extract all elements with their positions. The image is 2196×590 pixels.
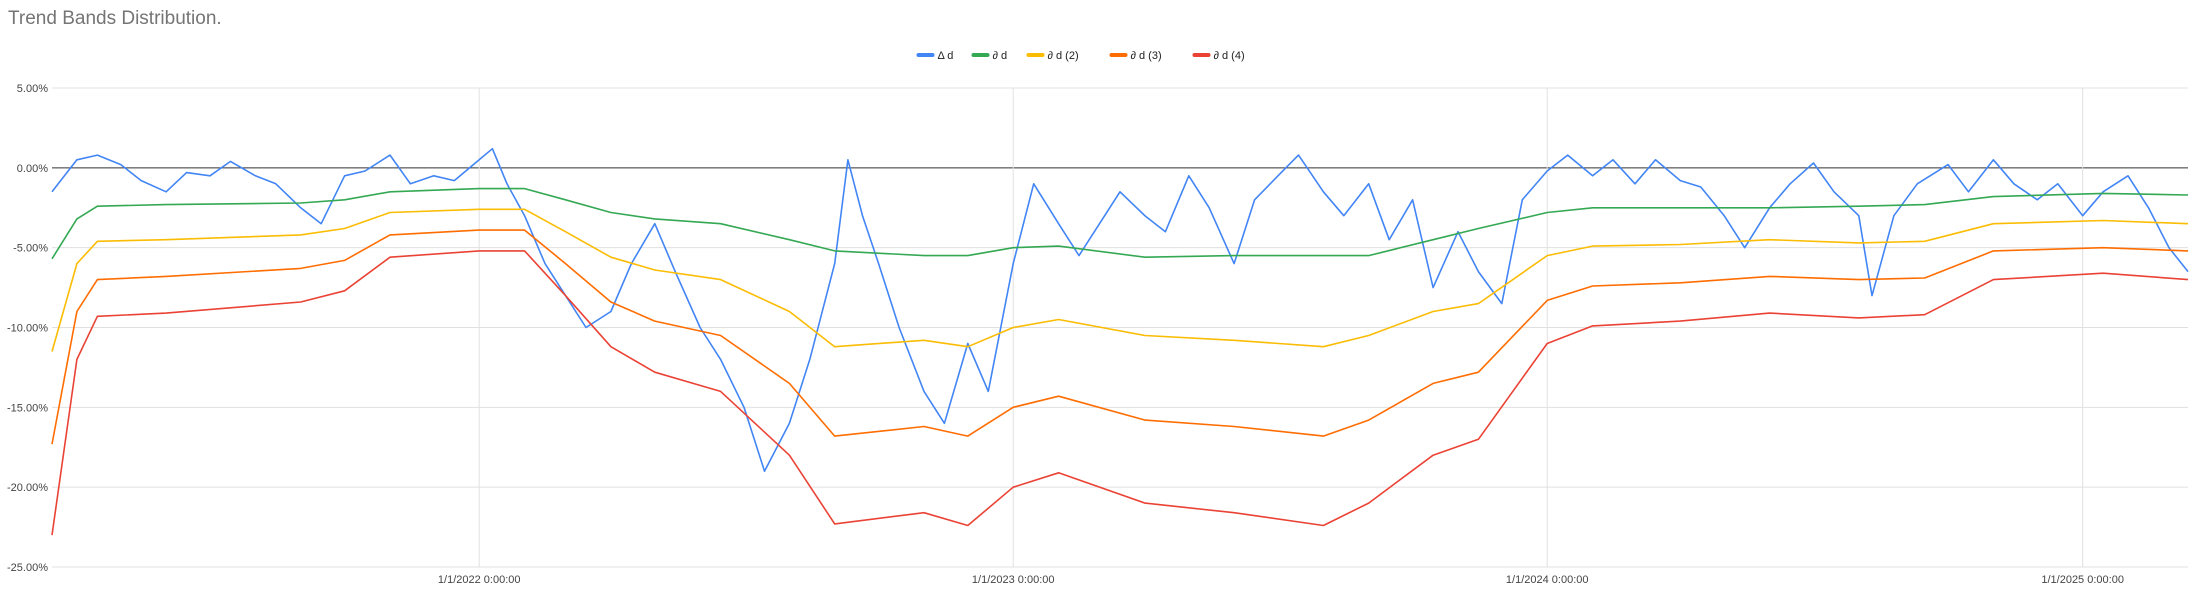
axis-layer: 5.00% 0.00% -5.00% -10.00% -15.00% -20.00% -25… [7, 83, 2124, 586]
y-tick-label: 5.00% [17, 83, 48, 95]
series-line [51, 229, 2189, 445]
legend-label: ∂ d (2) [1048, 50, 1079, 62]
series-line [51, 187, 2189, 260]
y-tick-label: -5.00% [13, 243, 48, 255]
x-tick-label: 1/1/2025 0:00:00 [2041, 574, 2124, 586]
x-tick-label: 1/1/2024 0:00:00 [1506, 574, 1589, 586]
legend-label: ∂ d [993, 50, 1008, 62]
series-line [51, 250, 2189, 536]
x-tick-label: 1/1/2023 0:00:00 [972, 574, 1055, 586]
x-tick-label: 1/1/2022 0:00:00 [438, 574, 521, 586]
series-line [51, 147, 2189, 472]
y-tick-label: -25.00% [7, 562, 48, 574]
series-line [51, 208, 2189, 352]
legend-label: ∂ d (3) [1131, 50, 1162, 62]
y-tick-label: -10.00% [7, 323, 48, 335]
chart-title: Trend Bands Distribution. [8, 8, 222, 29]
y-tick-label: -20.00% [7, 482, 48, 494]
y-tick-label: 0.00% [17, 163, 48, 175]
y-tick-label: -15.00% [7, 402, 48, 414]
legend-label: ∂ d (4) [1214, 50, 1245, 62]
series-layer [51, 147, 2189, 536]
legend-label: Δ d [938, 50, 954, 62]
legend: Δ d ∂ d ∂ d (2) ∂ d (3) ∂ d (4) [916, 50, 1245, 62]
